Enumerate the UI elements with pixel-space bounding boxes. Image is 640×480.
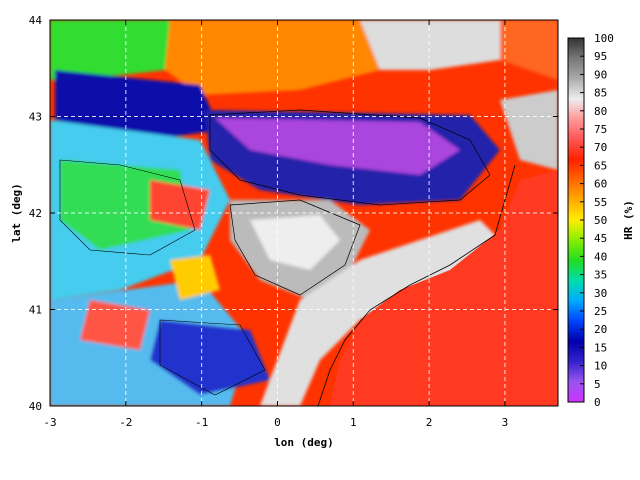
x-tick-label: -2: [119, 416, 132, 429]
region-pyrenees-core: [215, 118, 460, 175]
region-east-grey: [500, 90, 558, 170]
x-tick-label: 3: [502, 416, 509, 429]
region-sea: [330, 170, 558, 406]
y-axis-label: lat (deg): [10, 183, 23, 243]
y-tick-label: 41: [29, 304, 42, 317]
region-ebro-white: [250, 215, 340, 270]
colorbar-tick-label: 40: [594, 250, 607, 263]
x-tick-label: -3: [43, 416, 56, 429]
colorbar-tick-label: 20: [594, 323, 607, 336]
colorbar-tick-label: 90: [594, 68, 607, 81]
x-axis: -3 -2 -1 0 1 2 3: [43, 20, 508, 429]
colorbar-tick-label: 50: [594, 214, 607, 227]
colorbar-tick-label: 75: [594, 123, 607, 136]
region-northeast-grey: [360, 20, 500, 70]
contour-pyrenees: [209, 109, 491, 206]
colorbar-tick-label: 60: [594, 178, 607, 191]
y-axis: 40 41 42 43 44: [29, 14, 558, 413]
colorbar-tick-label: 80: [594, 105, 607, 118]
colorbar-tick-label: 65: [594, 159, 607, 172]
region-northwest: [50, 20, 170, 80]
region-north-orange: [165, 20, 380, 95]
y-tick-label: 40: [29, 400, 42, 413]
gridlines: [50, 20, 558, 406]
contour-west: [59, 159, 196, 256]
region-coast: [260, 220, 500, 406]
colorbar-tick-label: 55: [594, 196, 607, 209]
y-tick-label: 42: [29, 207, 42, 220]
contour-ebro: [229, 199, 361, 296]
region-red-patch-2: [80, 300, 150, 350]
colorbar: 1009590858075706560555045403530252015105…: [567, 32, 635, 409]
y-tick-label: 44: [29, 14, 43, 27]
x-tick-label: 1: [350, 416, 357, 429]
colorbar-tick-label: 10: [594, 360, 607, 373]
x-axis-label: lon (deg): [274, 436, 334, 449]
region-northeast-top: [500, 20, 558, 80]
region-red-patch-1: [150, 180, 210, 230]
region-blue-west: [55, 70, 220, 140]
x-tick-label: 0: [274, 416, 281, 429]
colorbar-tick-label: 25: [594, 305, 607, 318]
colorbar-tick-label: 95: [594, 50, 607, 63]
colorbar-tick-label: 70: [594, 141, 607, 154]
y-tick-label: 43: [29, 111, 42, 124]
x-tick-label: 2: [426, 416, 433, 429]
colorbar-tick-label: 45: [594, 232, 607, 245]
contour-south: [159, 319, 266, 396]
region-yellow-patch: [170, 255, 220, 300]
colorbar-ticks: 1009590858075706560555045403530252015105…: [580, 32, 614, 409]
colorbar-tick-label: 5: [594, 378, 601, 391]
colorbar-label: HR (%): [622, 200, 635, 240]
colorbar-tick-label: 15: [594, 341, 607, 354]
humidity-field: [50, 20, 558, 406]
colorbar-tick-label: 85: [594, 87, 607, 100]
colorbar-tick-label: 30: [594, 287, 607, 300]
colorbar-tick-label: 100: [594, 32, 614, 45]
coastline: [317, 164, 516, 406]
x-tick-label: -1: [195, 416, 208, 429]
colorbar-tick-label: 35: [594, 269, 607, 282]
colorbar-tick-label: 0: [594, 396, 601, 409]
